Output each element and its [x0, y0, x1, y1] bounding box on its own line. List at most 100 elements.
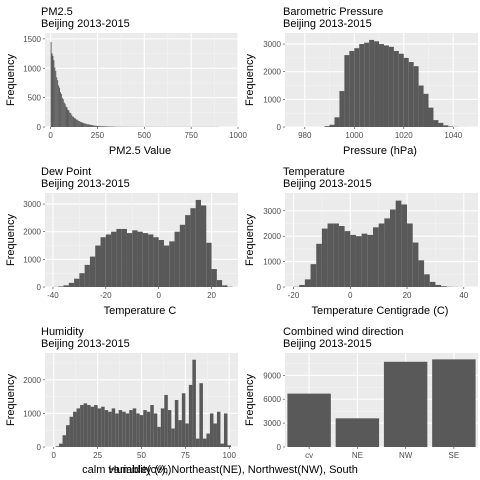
- y-tick-label: 6000: [263, 395, 281, 404]
- x-axis-label: Humidity (%): [109, 464, 172, 476]
- histogram-bar: [91, 125, 93, 127]
- histogram-bar: [227, 445, 231, 447]
- histogram-bar: [90, 406, 95, 447]
- histogram-bar: [94, 405, 98, 447]
- y-tick-label: 0: [277, 283, 282, 292]
- y-tick-label: 3000: [23, 200, 41, 209]
- histogram-bar: [316, 243, 322, 287]
- chart-subtitle: Beijing 2013-2015: [283, 338, 372, 350]
- histogram-bar: [75, 119, 77, 127]
- histogram-bar: [72, 116, 74, 127]
- x-tick-label: 1040: [444, 131, 462, 140]
- histogram-bar: [85, 123, 87, 127]
- histogram-bar: [160, 408, 165, 447]
- histogram-bar: [185, 215, 191, 287]
- histogram-bar: [55, 446, 60, 447]
- histogram-bar: [407, 223, 413, 287]
- histogram-bar: [55, 71, 57, 127]
- histogram-bar: [200, 205, 207, 287]
- histogram-bar: [388, 46, 394, 127]
- histogram-bar: [116, 228, 122, 287]
- histogram-bar: [369, 39, 375, 127]
- histogram-bar: [338, 226, 345, 287]
- histogram-bar: [148, 234, 154, 287]
- chart-title: Combined wind direction: [283, 326, 403, 338]
- y-tick-label: 2000: [263, 68, 281, 77]
- histogram-bar: [438, 122, 444, 127]
- histogram-bar: [70, 113, 72, 127]
- histogram-bar: [129, 410, 133, 447]
- y-axis-label: Frequency: [5, 214, 17, 266]
- x-tick-label: SE: [449, 451, 460, 460]
- histogram-bar: [62, 99, 64, 127]
- histogram-bar: [359, 44, 365, 127]
- histogram-bar: [87, 124, 89, 127]
- histogram-bar: [88, 124, 90, 127]
- histogram-bar: [443, 125, 449, 127]
- histogram-bar: [58, 85, 60, 127]
- chart-subtitle: Beijing 2013-2015: [283, 178, 372, 190]
- histogram-bar: [428, 107, 434, 127]
- histogram-bar: [63, 102, 65, 127]
- histogram-bar: [339, 91, 345, 127]
- y-tick-label: 1000: [263, 258, 281, 267]
- y-tick-label: 1000: [263, 95, 281, 104]
- histogram-bar: [90, 125, 92, 127]
- histogram-bar: [73, 411, 77, 447]
- histogram-bar: [93, 125, 95, 127]
- histogram-bar: [139, 415, 144, 447]
- histogram-bar: [118, 410, 123, 447]
- histogram-bar: [349, 50, 355, 127]
- histogram-bar: [68, 110, 70, 127]
- y-tick-label: 500: [28, 94, 42, 103]
- histogram-bar: [94, 125, 96, 127]
- chart-title: Dew Point: [41, 166, 91, 178]
- histogram-bar: [111, 231, 117, 287]
- histogram-bar: [89, 124, 91, 127]
- histogram-bar: [169, 241, 175, 287]
- histogram-bar: [136, 413, 140, 447]
- histogram-bar: [448, 126, 454, 127]
- histogram-bar: [101, 406, 105, 447]
- x-tick-label: 40: [459, 291, 468, 300]
- histogram-bar: [126, 233, 133, 287]
- y-tick-label: 3000: [263, 419, 281, 428]
- histogram-bar: [327, 223, 334, 287]
- histogram-bar: [206, 242, 212, 287]
- histogram-bar: [71, 114, 73, 127]
- histogram-bar: [374, 41, 380, 128]
- x-tick-label: 750: [184, 131, 198, 140]
- histogram-bar: [364, 42, 370, 128]
- histogram-bar: [68, 282, 75, 287]
- histogram-bar: [76, 408, 81, 447]
- histogram-bar: [92, 125, 94, 127]
- x-tick-label: 0: [52, 451, 57, 460]
- histogram-bar: [108, 411, 112, 447]
- histogram-bar: [418, 260, 425, 287]
- histogram-bar: [53, 60, 55, 127]
- y-axis-label: Frequency: [244, 374, 256, 426]
- histogram-bar: [178, 420, 182, 447]
- histogram-bar: [99, 126, 101, 127]
- chart-title: Barometric Pressure: [283, 6, 383, 18]
- y-tick-label: 0: [37, 443, 42, 452]
- histogram-bar: [429, 281, 436, 287]
- y-axis-label: Frequency: [244, 214, 256, 266]
- x-axis-label: Pressure (hPa): [343, 145, 417, 157]
- y-tick-label: 0: [277, 123, 282, 132]
- x-tick-label: cv: [305, 451, 313, 460]
- histogram-bar: [150, 405, 154, 447]
- histogram-bar: [171, 428, 175, 447]
- histogram-bar: [84, 123, 86, 127]
- x-tick-label: 1000: [229, 131, 247, 140]
- histogram-bar: [179, 224, 186, 287]
- histogram-bar: [209, 413, 214, 447]
- histogram-bar: [206, 433, 210, 447]
- histogram-bar: [69, 416, 74, 447]
- x-axis-label: Temperature Centigrade (C): [312, 305, 449, 317]
